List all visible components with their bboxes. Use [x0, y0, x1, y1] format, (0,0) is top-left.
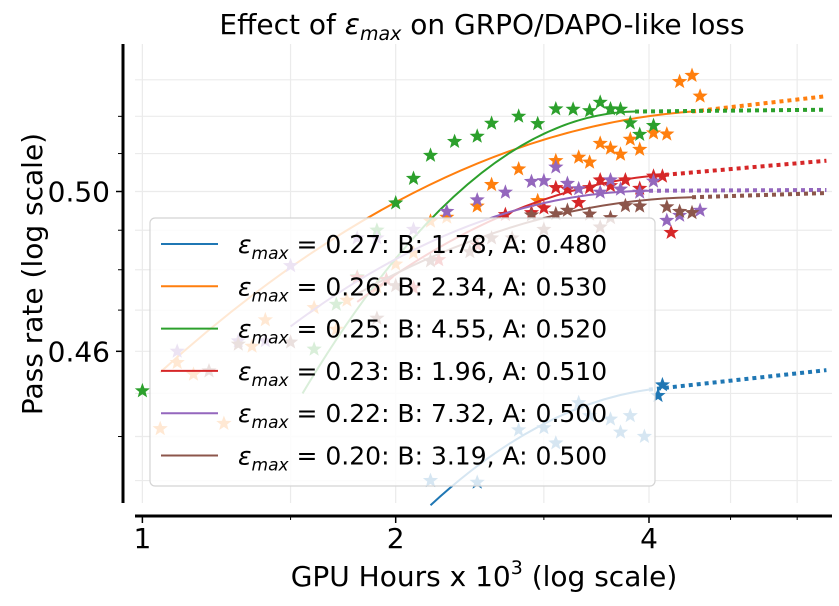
y-axis-label: Pass rate (log scale) [16, 133, 49, 415]
data-point [602, 172, 619, 187]
data-point [654, 376, 671, 392]
data-point [684, 204, 700, 220]
legend-label-0.20: εmax = 0.20: B: 3.19, A: 0.500 [238, 442, 607, 476]
data-point [582, 154, 598, 169]
extrapolation-line [648, 187, 827, 193]
data-point [548, 101, 564, 116]
legend-label-0.25: εmax = 0.25: B: 4.55, A: 0.520 [238, 315, 607, 349]
legend-label-0.23: εmax = 0.23: B: 1.96, A: 0.510 [238, 357, 607, 391]
data-point [632, 126, 648, 141]
data-point [530, 192, 546, 208]
axes [121, 44, 832, 518]
data-point [571, 194, 587, 210]
data-point [592, 172, 608, 187]
data-point [622, 131, 638, 146]
data-point [469, 198, 485, 213]
x-tick-label: 2 [387, 522, 405, 555]
data-point [548, 159, 564, 174]
legend-label-0.27: εmax = 0.27: B: 1.78, A: 0.480 [238, 230, 607, 264]
data-point [523, 207, 540, 222]
data-point [484, 176, 500, 192]
data-point [645, 117, 662, 132]
data-point [469, 128, 485, 143]
data-point [484, 115, 500, 130]
data-point [684, 67, 700, 82]
data-point [632, 198, 648, 213]
data-point [469, 192, 485, 207]
data-point [617, 197, 633, 213]
x-axis-label: GPU Hours x 103 (log scale) [291, 557, 678, 593]
data-point [559, 175, 576, 190]
data-point [422, 147, 439, 162]
data-point [654, 168, 671, 183]
data-point [134, 382, 150, 398]
data-point [650, 387, 666, 403]
data-point [571, 149, 587, 164]
extrapolation-line [648, 158, 827, 179]
data-point [692, 88, 708, 103]
data-point [612, 181, 629, 196]
ticks: 1 2 4 0.46 0.50 [48, 115, 798, 555]
data-point [497, 184, 513, 199]
x-tick-label: 4 [640, 522, 658, 555]
data-point [592, 135, 608, 150]
x-tick-label: 1 [133, 522, 151, 555]
data-point [530, 115, 546, 131]
data-point [659, 198, 675, 214]
extrapolation-line [691, 191, 827, 200]
data-point [612, 146, 629, 161]
data-point [439, 209, 455, 224]
data-point [559, 202, 576, 217]
data-point [602, 101, 619, 116]
data-point [645, 173, 662, 188]
legend: εmax = 0.27: B: 1.78, A: 0.480 εmax = 0.2… [149, 217, 656, 487]
data-point [672, 203, 688, 218]
chart-title: Effect of εmax on GRPO/DAPO-like loss [219, 8, 744, 45]
data-point [523, 173, 540, 188]
data-point [439, 203, 455, 218]
data-point [663, 224, 679, 239]
legend-box [149, 217, 656, 487]
data-point [405, 170, 422, 185]
data-point [592, 94, 608, 109]
data-point [602, 177, 619, 193]
data-point [582, 102, 598, 118]
data-point [692, 202, 708, 217]
data-point [592, 184, 608, 199]
legend-label-0.26: εmax = 0.26: B: 2.34, A: 0.530 [238, 272, 607, 306]
data-point [632, 141, 648, 156]
data-point [602, 209, 619, 225]
data-point [511, 161, 527, 176]
data-point [536, 200, 552, 215]
extrapolation-line [648, 368, 827, 392]
legend-label-0.22: εmax = 0.22: B: 7.32, A: 0.500 [238, 399, 607, 433]
data-point [536, 172, 552, 188]
data-point [672, 73, 688, 89]
extrapolation-line [691, 94, 827, 114]
data-point [565, 101, 581, 116]
data-point [559, 181, 576, 196]
data-point [548, 179, 564, 195]
data-point [511, 108, 527, 123]
data-point [659, 126, 675, 141]
data-point [622, 115, 638, 130]
y-tick-label: 0.46 [48, 335, 110, 368]
y-tick-label: 0.50 [48, 176, 110, 209]
data-point [582, 206, 598, 221]
data-point [548, 205, 564, 221]
data-point [659, 212, 675, 227]
data-point [388, 195, 404, 210]
data-point [447, 133, 463, 148]
data-point [612, 101, 629, 116]
data-point [571, 180, 587, 196]
data-point [645, 125, 662, 140]
data-point [602, 140, 619, 155]
